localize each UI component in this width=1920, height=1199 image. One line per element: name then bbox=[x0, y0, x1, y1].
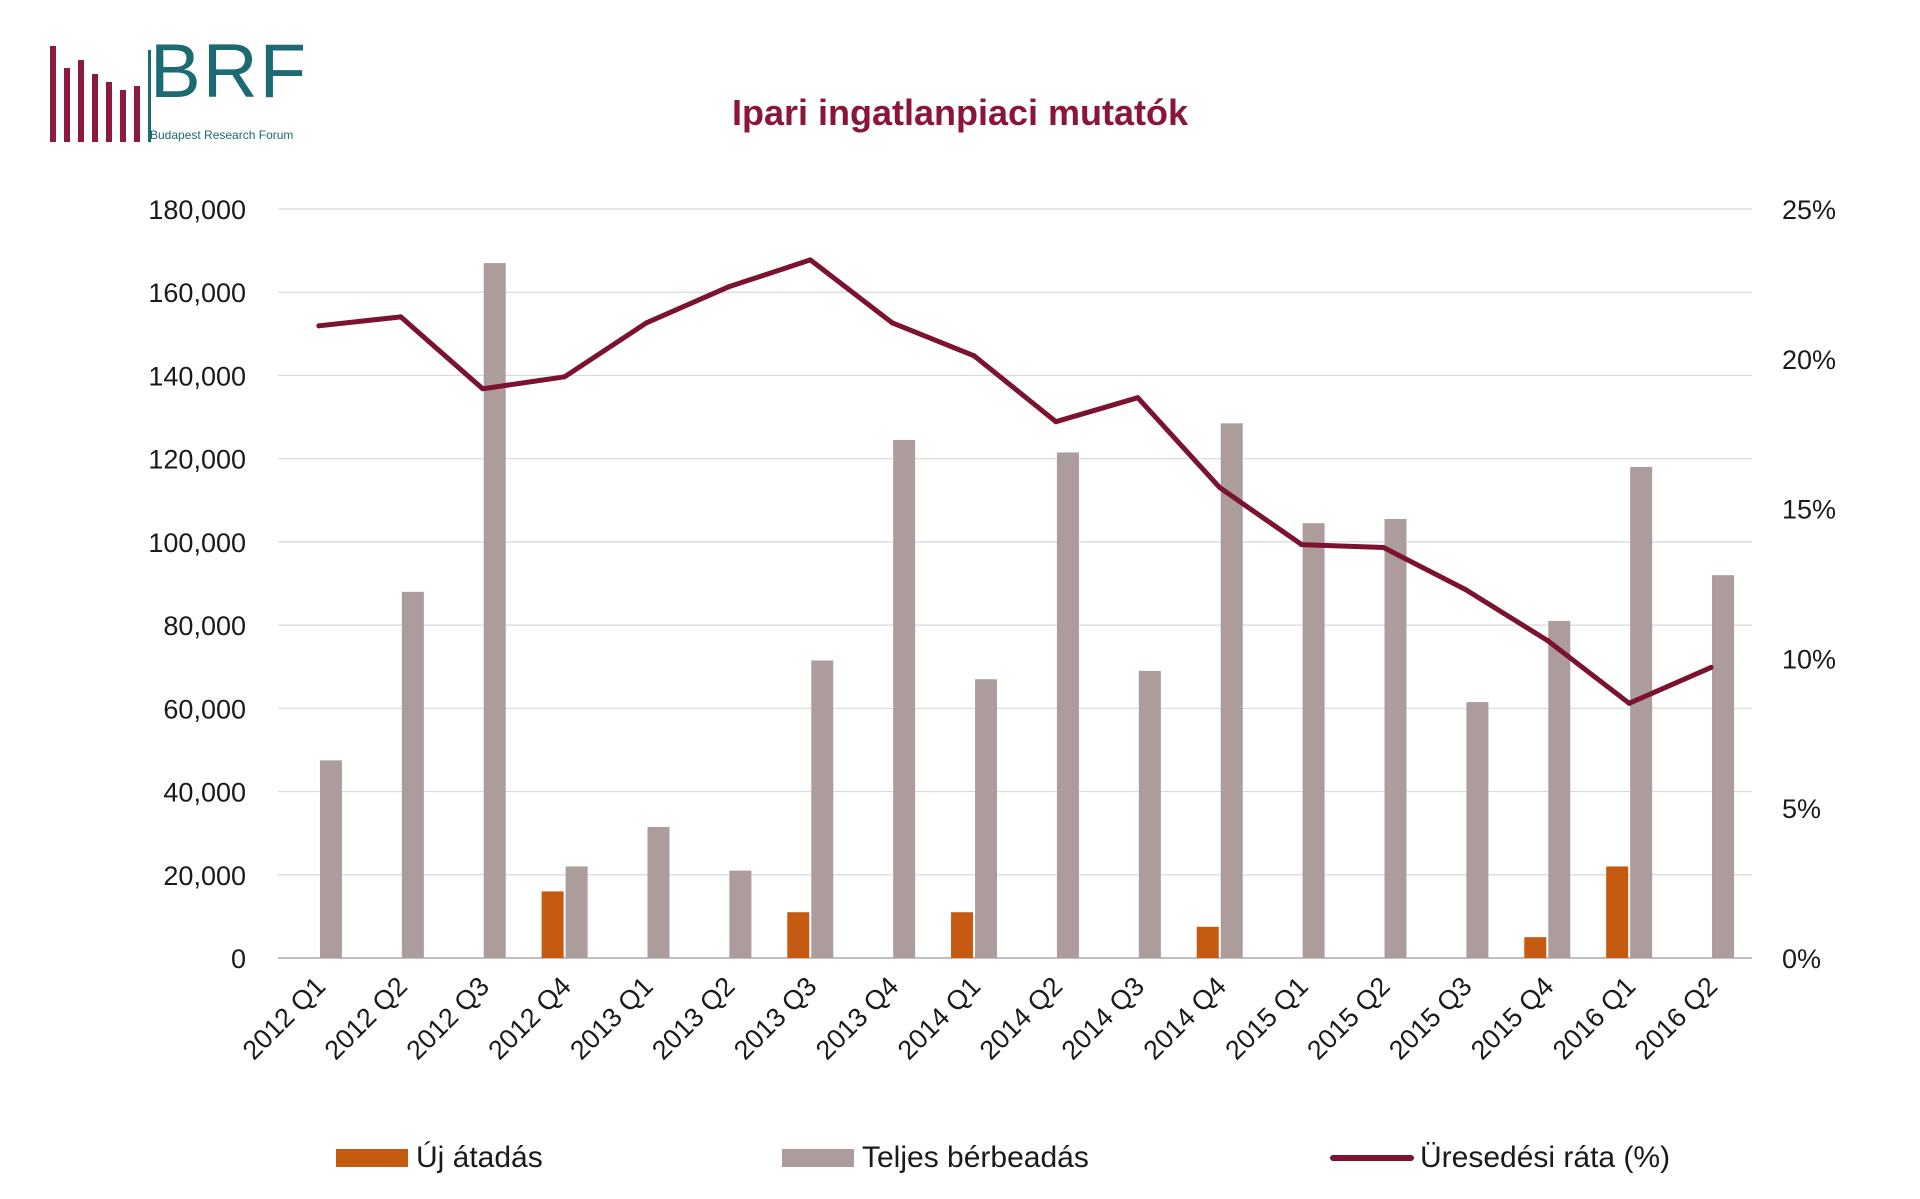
point-vacancy-rate bbox=[1462, 586, 1468, 592]
bar-total bbox=[1384, 519, 1407, 958]
logo-subtitle: Budapest Research Forum bbox=[150, 128, 294, 142]
point-vacancy-rate bbox=[889, 320, 895, 326]
point-vacancy-rate bbox=[1217, 485, 1223, 491]
legend-item-new: Új átadás bbox=[336, 1138, 543, 1178]
bar-total bbox=[647, 826, 670, 958]
y-left-tick-label: 160,000 bbox=[148, 278, 246, 308]
point-vacancy-rate bbox=[1053, 419, 1059, 425]
x-tick-label: 2013 Q4 bbox=[810, 971, 904, 1065]
legend-item-total: Teljes bérbeadás bbox=[782, 1138, 1089, 1178]
x-tick-label: 2014 Q4 bbox=[1137, 971, 1231, 1065]
bar-total bbox=[729, 870, 752, 958]
x-tick-label: 2015 Q3 bbox=[1383, 971, 1477, 1065]
point-vacancy-rate bbox=[1708, 664, 1714, 670]
y-right-tick-label: 20% bbox=[1782, 345, 1836, 375]
y-right-tick-label: 0% bbox=[1782, 944, 1821, 974]
point-vacancy-rate bbox=[1135, 395, 1141, 401]
bar-total bbox=[483, 263, 506, 958]
x-tick-label: 2016 Q1 bbox=[1547, 971, 1641, 1065]
bar-total bbox=[893, 439, 916, 959]
point-vacancy-rate bbox=[725, 284, 731, 290]
bar-new bbox=[1524, 937, 1547, 958]
x-tick-label: 2012 Q1 bbox=[237, 971, 331, 1065]
point-vacancy-rate bbox=[644, 320, 649, 326]
bar-new bbox=[787, 912, 810, 958]
y-right-tick-label: 5% bbox=[1782, 794, 1821, 824]
y-right-tick-label: 10% bbox=[1782, 644, 1836, 674]
y-left-tick-label: 60,000 bbox=[163, 694, 246, 724]
point-vacancy-rate bbox=[1299, 542, 1305, 548]
x-tick-label: 2015 Q2 bbox=[1301, 971, 1395, 1065]
y-left-tick-label: 180,000 bbox=[148, 195, 246, 225]
bar-total bbox=[565, 866, 588, 958]
bar-total bbox=[811, 660, 834, 958]
bar-total bbox=[401, 591, 424, 958]
point-vacancy-rate bbox=[807, 257, 813, 263]
x-tick-label: 2015 Q4 bbox=[1465, 971, 1559, 1065]
y-left-tick-label: 40,000 bbox=[163, 778, 246, 808]
bar-total bbox=[319, 760, 342, 958]
legend-label-new: Új átadás bbox=[416, 1141, 543, 1174]
y-right-tick-label: 25% bbox=[1782, 195, 1836, 225]
bar-total bbox=[1466, 702, 1489, 958]
bar-total bbox=[1220, 423, 1243, 958]
y-left-tick-label: 140,000 bbox=[148, 361, 246, 391]
x-tick-label: 2012 Q3 bbox=[400, 971, 494, 1065]
bar-total bbox=[975, 679, 998, 958]
y-left-tick-label: 0 bbox=[231, 944, 246, 974]
bar-total bbox=[1138, 670, 1161, 958]
line-vacancy-rate bbox=[316, 257, 1714, 706]
x-tick-label: 2013 Q3 bbox=[728, 971, 822, 1065]
bar-total bbox=[1548, 620, 1571, 958]
brf-logo bbox=[46, 42, 316, 142]
y-left-tick-label: 120,000 bbox=[148, 445, 246, 475]
bar-total bbox=[1056, 452, 1079, 958]
bar-total bbox=[1302, 523, 1325, 958]
bar-total bbox=[1712, 575, 1735, 958]
x-tick-label: 2013 Q2 bbox=[646, 971, 740, 1065]
x-tick-label: 2015 Q1 bbox=[1219, 971, 1313, 1065]
legend-label-vacancy: Üresedési ráta (%) bbox=[1420, 1141, 1671, 1174]
bar-total bbox=[1630, 466, 1653, 958]
y-left-tick-label: 80,000 bbox=[163, 611, 246, 641]
legend-label-total: Teljes bérbeadás bbox=[862, 1141, 1089, 1174]
x-tick-label: 2014 Q1 bbox=[892, 971, 986, 1065]
legend-item-vacancy: Üresedési ráta (%) bbox=[1330, 1138, 1670, 1178]
x-tick-label: 2013 Q1 bbox=[564, 971, 658, 1065]
point-vacancy-rate bbox=[1626, 700, 1632, 706]
logo-text: BRF bbox=[150, 29, 308, 114]
x-tick-label: 2012 Q2 bbox=[319, 971, 413, 1065]
y-left-tick-label: 100,000 bbox=[148, 528, 246, 558]
point-vacancy-rate bbox=[1381, 545, 1386, 551]
chart-title: Ipari ingatlanpiaci mutatók bbox=[731, 92, 1189, 133]
brf-logo-bars-icon bbox=[50, 46, 151, 142]
point-vacancy-rate bbox=[480, 386, 486, 392]
point-vacancy-rate bbox=[398, 314, 404, 320]
x-tick-label: 2016 Q2 bbox=[1629, 971, 1723, 1065]
y-left-tick-label: 20,000 bbox=[163, 861, 246, 891]
point-vacancy-rate bbox=[316, 323, 322, 329]
x-tick-label: 2012 Q4 bbox=[482, 971, 576, 1065]
bar-new bbox=[951, 912, 974, 958]
bar-new bbox=[1196, 926, 1219, 958]
point-vacancy-rate bbox=[1544, 637, 1550, 643]
legend-swatch-vacancy bbox=[1330, 1155, 1414, 1161]
y-right-tick-label: 15% bbox=[1782, 495, 1836, 525]
legend-swatch-total bbox=[782, 1149, 854, 1167]
point-vacancy-rate bbox=[971, 353, 977, 359]
point-vacancy-rate bbox=[562, 374, 568, 380]
bar-new bbox=[1606, 866, 1629, 958]
legend-swatch-new bbox=[336, 1149, 408, 1167]
x-tick-label: 2014 Q2 bbox=[974, 971, 1068, 1065]
bar-new bbox=[541, 891, 564, 958]
x-tick-label: 2014 Q3 bbox=[1056, 971, 1150, 1065]
